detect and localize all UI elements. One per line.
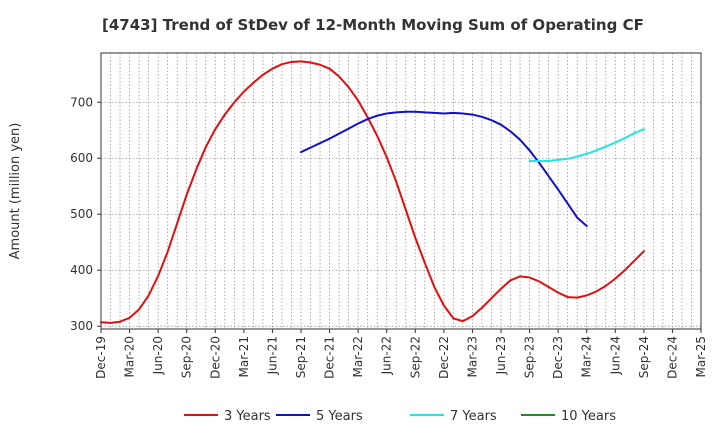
legend-label: 3 Years — [224, 409, 271, 424]
x-tick-label: Dec-21 — [323, 336, 337, 379]
y-tick-label: 400 — [70, 263, 93, 277]
legend-label: 5 Years — [316, 409, 363, 424]
x-tick-label: Sep-21 — [294, 336, 308, 378]
x-tick-label: Dec-23 — [551, 336, 565, 379]
series-line-7-years — [528, 128, 645, 163]
series-lines — [100, 60, 645, 324]
x-tick-label: Jun-22 — [380, 336, 394, 375]
grid — [101, 53, 701, 329]
x-tick-label: Sep-23 — [523, 336, 537, 378]
series-line-5-years — [300, 110, 588, 227]
legend-label: 7 Years — [450, 409, 497, 424]
x-tick-label: Sep-20 — [180, 336, 194, 378]
y-tick-label: 600 — [70, 151, 93, 165]
x-axis-ticks: Dec-19 Mar-20 Jun-20 Sep-20 Dec-20 Mar-21 Jun-… — [94, 329, 708, 379]
plot-border — [100, 52, 702, 330]
x-tick-label: Mar-20 — [123, 336, 137, 377]
x-tick-label: Sep-22 — [408, 336, 422, 378]
x-tick-label: Jun-21 — [265, 336, 279, 375]
chart-title: [4743] Trend of StDev of 12-Month Moving… — [102, 16, 644, 34]
y-tick-label: 700 — [70, 95, 93, 109]
legend-label: 10 Years — [561, 409, 616, 424]
x-tick-label: Mar-23 — [465, 336, 479, 377]
x-tick-label: Mar-25 — [694, 336, 708, 377]
x-tick-label: Sep-24 — [637, 336, 651, 378]
x-tick-label: Mar-22 — [351, 336, 365, 377]
x-tick-label: Mar-21 — [237, 336, 251, 377]
y-axis-label: Amount (million yen) — [8, 123, 23, 260]
x-tick-label: Dec-22 — [437, 336, 451, 379]
y-tick-label: 300 — [70, 319, 93, 333]
x-tick-label: Dec-19 — [94, 336, 108, 379]
x-tick-label: Jun-24 — [608, 336, 622, 375]
y-tick-label: 500 — [70, 207, 93, 221]
x-tick-label: Mar-24 — [580, 336, 594, 377]
x-tick-label: Jun-23 — [494, 336, 508, 375]
y-axis-ticks: 300 400 500 600 700 — [70, 95, 101, 333]
x-tick-label: Dec-24 — [665, 336, 679, 379]
plot-area — [101, 53, 701, 329]
x-tick-label: Jun-20 — [151, 336, 165, 375]
x-tick-label: Dec-20 — [208, 336, 222, 379]
legend: 3 Years 5 Years 7 Years 10 Years — [184, 409, 616, 424]
series-line-3-years — [100, 60, 645, 324]
